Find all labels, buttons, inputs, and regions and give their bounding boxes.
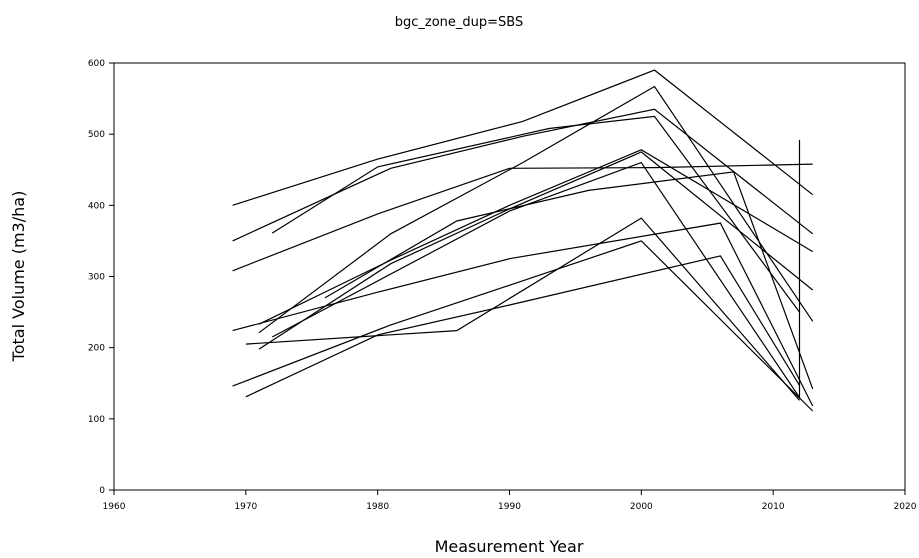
- series-line: [232, 69, 814, 206]
- x-axis-label: Measurement Year: [435, 537, 584, 556]
- x-tick-label: 1970: [234, 502, 257, 512]
- x-tick-label: 1980: [366, 502, 389, 512]
- y-axis-label: Total Volume (m3/ha): [9, 191, 28, 363]
- x-tick-label: 2020: [894, 502, 917, 512]
- x-tick-label: 1990: [498, 502, 521, 512]
- series-line: [232, 240, 814, 412]
- y-tick-label: 200: [88, 344, 105, 354]
- series-line: [232, 108, 814, 242]
- series-line: [324, 171, 814, 390]
- y-tick-label: 500: [88, 130, 105, 140]
- series-line: [258, 85, 814, 334]
- series-line: [245, 255, 801, 398]
- plot-frame: [113, 62, 906, 491]
- x-tick-label: 1960: [103, 502, 126, 512]
- series-line: [232, 163, 813, 272]
- series-lines: [232, 69, 814, 412]
- series-line: [271, 115, 800, 313]
- y-tick-label: 100: [88, 415, 105, 425]
- series-line: [258, 149, 814, 325]
- series-line: [232, 222, 814, 407]
- y-tick-label: 600: [88, 59, 105, 69]
- series-line: [271, 139, 801, 400]
- x-tick-label: 2000: [630, 502, 653, 512]
- series-line: [245, 217, 800, 401]
- y-axis: 0 100 200 300 400 500 600: [88, 59, 114, 496]
- y-tick-label: 0: [99, 486, 105, 496]
- x-tick-label: 2010: [762, 502, 785, 512]
- chart-title: bgc_zone_dup=SBS: [395, 15, 524, 30]
- y-tick-label: 300: [88, 273, 105, 283]
- y-tick-label: 400: [88, 201, 105, 211]
- x-axis: 1960 1970 1980 1990 2000 2010 2020: [103, 490, 917, 512]
